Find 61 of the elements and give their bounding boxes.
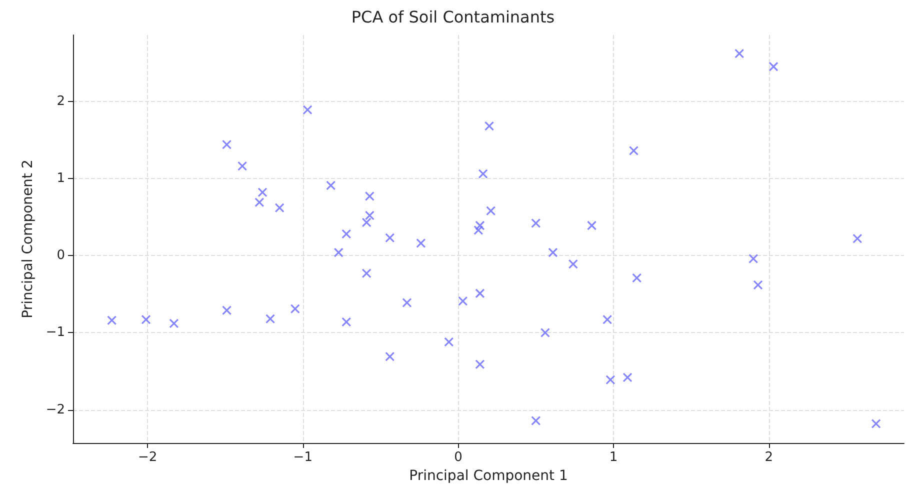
- point: [478, 169, 488, 179]
- x-tick-label: 2: [764, 450, 774, 465]
- point: [540, 328, 550, 338]
- point: [254, 198, 264, 208]
- point: [484, 121, 494, 131]
- y-tick-label: 1: [56, 170, 65, 186]
- point: [265, 314, 276, 324]
- point: [342, 317, 352, 327]
- point: [458, 296, 468, 306]
- point: [416, 238, 426, 248]
- point: [402, 298, 412, 308]
- point: [748, 254, 758, 264]
- point: [222, 140, 232, 150]
- point: [474, 225, 484, 235]
- point: [169, 318, 179, 328]
- point: [531, 218, 541, 228]
- point: [342, 229, 352, 239]
- point: [385, 352, 395, 362]
- point: [586, 220, 597, 230]
- y-tick-label: −2: [46, 402, 65, 418]
- point: [290, 304, 300, 314]
- point: [734, 48, 744, 58]
- point: [475, 360, 485, 370]
- y-tick-label: −1: [46, 325, 65, 340]
- point: [302, 105, 312, 115]
- point: [602, 314, 612, 324]
- point: [622, 372, 632, 382]
- x-tick-label: −1: [293, 450, 312, 465]
- point: [334, 248, 344, 258]
- point: [444, 337, 454, 347]
- point: [768, 62, 778, 72]
- point: [628, 146, 639, 156]
- y-axis-title: Principal Component 2: [20, 160, 36, 318]
- point: [475, 220, 485, 230]
- point: [852, 234, 862, 244]
- point: [632, 273, 642, 283]
- point: [141, 314, 151, 324]
- point: [238, 161, 248, 171]
- point: [753, 280, 763, 290]
- y-tick-label: 0: [56, 248, 65, 264]
- x-tick-label: −2: [138, 450, 158, 465]
- point: [548, 248, 558, 258]
- point: [475, 288, 485, 298]
- point: [486, 206, 496, 216]
- point: [385, 233, 395, 243]
- point: [568, 259, 578, 269]
- x-axis-title: Principal Component 1: [409, 468, 568, 484]
- chart-title: PCA of Soil Contaminants: [351, 8, 555, 26]
- point: [606, 374, 616, 385]
- point: [364, 191, 374, 201]
- point: [107, 316, 117, 326]
- point: [362, 268, 372, 278]
- point: [531, 416, 541, 426]
- point: [222, 306, 232, 316]
- point: [274, 202, 284, 213]
- x-tick-label: 0: [454, 450, 462, 465]
- y-tick-label: 2: [56, 94, 65, 109]
- point: [326, 180, 336, 190]
- x-tick-label: 1: [609, 450, 618, 465]
- point: [258, 188, 268, 198]
- point: [871, 418, 881, 429]
